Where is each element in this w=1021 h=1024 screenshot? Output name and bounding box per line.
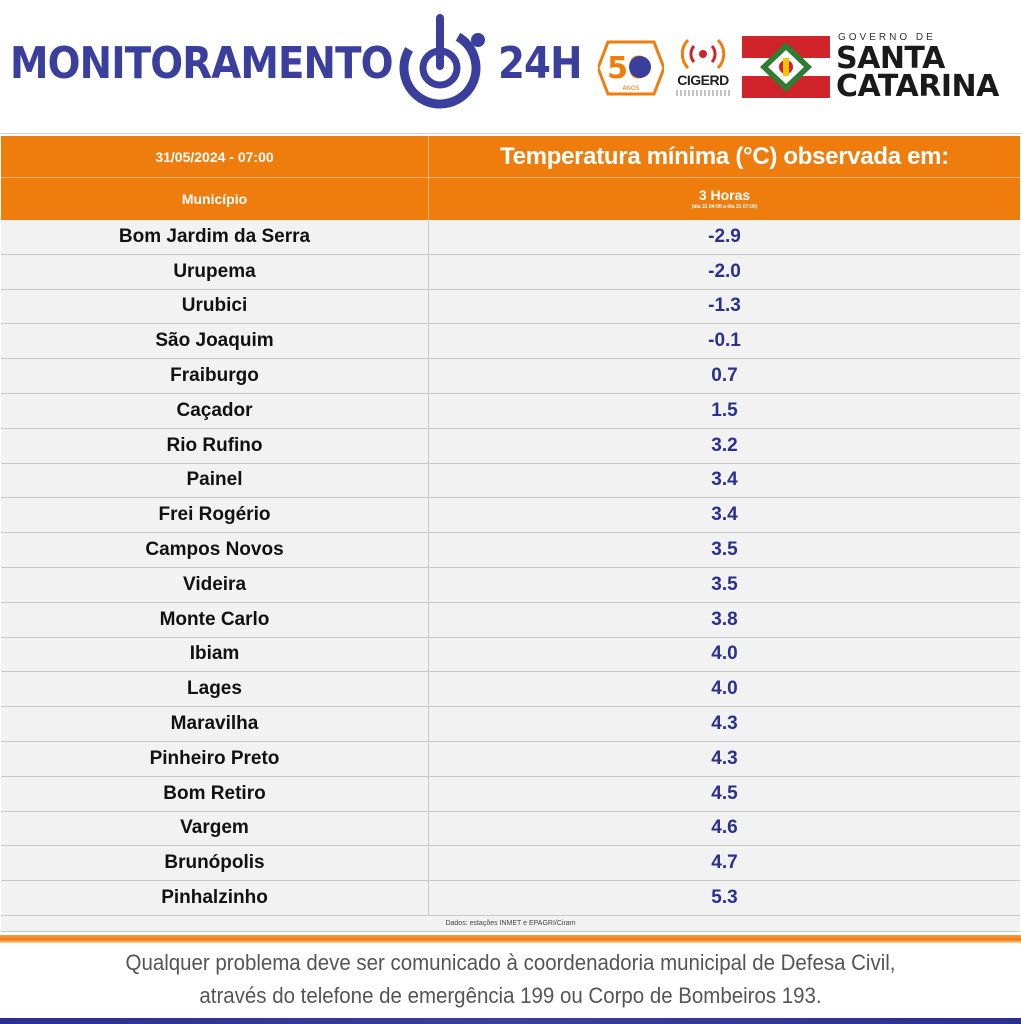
municipio-cell: Pinheiro Preto (1, 741, 429, 776)
temperature-cell: 4.6 (711, 817, 738, 839)
temperature-cell: -0.1 (708, 330, 741, 352)
santa-catarina-flag (742, 36, 830, 98)
temperature-cell: 3.2 (711, 434, 738, 456)
footer-notice-line1: Qualquer problema deve ser comunicado à … (125, 950, 896, 975)
signal-waves-icon (680, 38, 726, 70)
table-row: Brunópolis 4.7 (1, 846, 1020, 882)
bottom-bar (0, 1018, 1021, 1024)
municipio-cell: Bom Retiro (1, 776, 429, 811)
table-row: Pinheiro Preto 4.3 (1, 741, 1020, 777)
gov-small-label: GOVERNO DE (838, 32, 936, 43)
cigerd-label: CIGERD (677, 72, 729, 88)
table-row: Bom Jardim da Serra -2.9 (1, 220, 1020, 255)
municipio-cell: Bom Jardim da Serra (1, 220, 429, 254)
gov-name-line1: SANTA (836, 41, 945, 76)
table-row: Monte Carlo 3.8 (1, 602, 1020, 638)
municipio-cell: Pinhalzinho (1, 881, 429, 915)
municipio-cell: Brunópolis (1, 846, 429, 881)
municipio-cell: Lages (1, 672, 429, 707)
table-row: Rio Rufino 3.2 (1, 428, 1020, 464)
temperature-cell: 4.5 (711, 782, 738, 804)
temperature-cell: 5.3 (711, 887, 738, 909)
table-row: Campos Novos 3.5 (1, 533, 1020, 568)
brand-24h: 24H (498, 38, 583, 89)
temperature-cell: 3.4 (711, 469, 738, 491)
municipio-cell: Urupema (1, 254, 429, 289)
table-row: Ibiam 4.0 (1, 637, 1020, 673)
table-row: Videira 3.5 (1, 567, 1020, 603)
fifty-years-logo: 50 ANOS (598, 40, 664, 96)
municipio-cell: Campos Novos (1, 533, 429, 567)
municipio-cell: Vargem (1, 811, 429, 846)
table-row: Pinhalzinho 5.3 (1, 881, 1020, 916)
table-row: Caçador 1.5 (1, 393, 1020, 429)
table-body: Bom Jardim da Serra -2.9 Urupema -2.0 Urubic… (1, 220, 1020, 916)
temperature-cell: 4.3 (711, 713, 738, 735)
temperature-cell: 1.5 (711, 399, 738, 421)
temperature-cell: 4.7 (711, 852, 738, 874)
municipio-cell: Rio Rufino (1, 428, 429, 463)
municipio-cell: Fraiburgo (1, 359, 429, 393)
footer-divider (0, 935, 1021, 943)
cigerd-logo: CIGERD (670, 34, 736, 100)
brand-title: MONITORAMENTO (10, 38, 394, 89)
table-row: Bom Retiro 4.5 (1, 776, 1020, 812)
footer-notice-line2: através do telefone de emergência 199 ou… (199, 983, 822, 1008)
table-header-row: Município 3 Horas (dia 31 04:00 a dia 31… (1, 178, 1020, 220)
temperature-cell: 3.5 (711, 539, 738, 561)
table-title-row: 31/05/2024 - 07:00 Temperatura mínima (°… (1, 136, 1020, 178)
municipio-cell: São Joaquim (1, 324, 429, 359)
temperature-cell: -2.9 (708, 225, 741, 247)
municipio-cell: Urubici (1, 289, 429, 324)
monitoring-clock-icon (399, 14, 485, 109)
municipio-cell: Videira (1, 567, 429, 602)
table-row: Urupema -2.0 (1, 254, 1020, 290)
temperature-cell: -1.3 (708, 295, 741, 317)
temperature-cell: -2.0 (708, 260, 741, 282)
table-title: Temperatura mínima (°C) observada em: (500, 142, 949, 170)
logo50-sub: ANOS (622, 85, 639, 92)
municipio-cell: Maravilha (1, 707, 429, 741)
municipio-cell: Caçador (1, 393, 429, 428)
report-datetime: 31/05/2024 - 07:00 (1, 136, 429, 177)
cigerd-subtitle (676, 90, 730, 96)
table-row: Fraiburgo 0.7 (1, 359, 1020, 394)
table-row: Painel 3.4 (1, 463, 1020, 499)
column-header-hours: 3 Horas (dia 31 04:00 a dia 31 07:00) (429, 178, 1020, 220)
table-row: São Joaquim -0.1 (1, 324, 1020, 360)
temperature-cell: 4.0 (711, 678, 738, 700)
page-header: MONITORAMENTO 24H 50 ANOS CIGERD GOVERNO… (0, 0, 1021, 134)
table-row: Lages 4.0 (1, 672, 1020, 708)
temperature-table: 31/05/2024 - 07:00 Temperatura mínima (°… (1, 136, 1020, 932)
municipio-cell: Ibiam (1, 637, 429, 672)
temperature-cell: 4.3 (711, 747, 738, 769)
gov-name-line2: CATARINA (836, 69, 999, 104)
municipio-cell: Painel (1, 463, 429, 498)
table-row: Vargem 4.6 (1, 811, 1020, 847)
municipio-cell: Monte Carlo (1, 602, 429, 637)
data-source: Dados: estações INMET e EPAGRI/Ciram (1, 915, 1020, 932)
table-row: Frei Rogério 3.4 (1, 498, 1020, 534)
temperature-cell: 0.7 (711, 365, 738, 387)
temperature-cell: 3.4 (711, 504, 738, 526)
table-row: Maravilha 4.3 (1, 707, 1020, 742)
hours-label: 3 Horas (698, 187, 751, 203)
municipio-cell: Frei Rogério (1, 498, 429, 533)
table-row: Urubici -1.3 (1, 289, 1020, 325)
temperature-cell: 3.5 (711, 573, 738, 595)
column-header-municipio: Município (1, 178, 429, 220)
temperature-cell: 4.0 (711, 643, 738, 665)
hours-period: (dia 31 04:00 a dia 31 07:00) (691, 204, 758, 210)
temperature-cell: 3.8 (711, 608, 738, 630)
